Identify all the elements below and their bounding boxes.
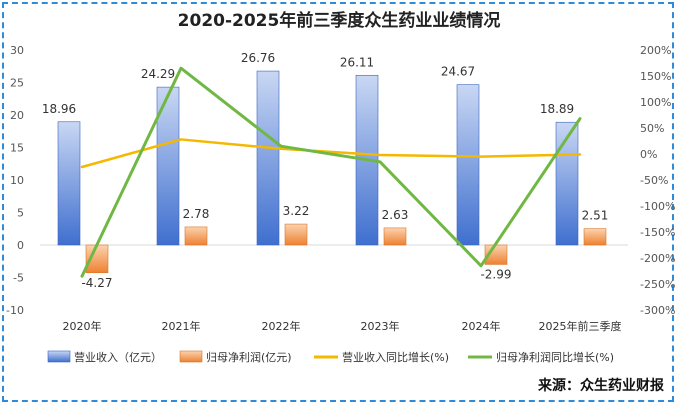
net-profit-label: 3.22	[283, 204, 310, 218]
legend-swatch	[179, 350, 203, 363]
left-tick-label: -5	[13, 272, 24, 285]
revenue-label: 24.29	[141, 67, 175, 81]
line-series	[80, 66, 582, 278]
right-axis: 200% 150% 100% 50% 0% -50% -100% -150% -200% -250…	[640, 44, 675, 317]
left-tick-label: 10	[10, 174, 24, 187]
right-tick-label: -50%	[640, 174, 668, 187]
source-note: 来源：众生药业财报	[537, 377, 664, 394]
category-label: 2023年	[361, 319, 400, 333]
right-tick-label: -250%	[640, 278, 675, 291]
revenue-bar	[156, 86, 180, 246]
legend-label: 营业收入（亿元）	[74, 350, 162, 364]
left-tick-label: 0	[17, 239, 24, 252]
left-tick-label: 30	[10, 44, 24, 57]
legend: 营业收入（亿元） 归母净利润(亿元) 营业收入同比增长(%) 归母净利润同比增长(%)	[47, 350, 614, 364]
net-profit-bar	[284, 223, 308, 246]
left-tick-label: 25	[10, 77, 24, 90]
revenue-label: 18.89	[540, 102, 574, 116]
legend-label: 归母净利润同比增长(%)	[496, 350, 614, 364]
revenue-bar	[57, 121, 81, 246]
legend-label: 营业收入同比增长(%)	[342, 350, 449, 364]
right-tick-label: -100%	[640, 200, 675, 213]
right-tick-label: 100%	[640, 96, 671, 109]
revenue-bar	[456, 84, 480, 246]
left-tick-label: 5	[17, 207, 24, 220]
category-label: 2022年	[262, 319, 301, 333]
category-labels: 2020年 2021年 2022年 2023年 2024年 2025年前三季度	[63, 319, 622, 333]
category-label: 2025年前三季度	[539, 319, 622, 333]
category-label: 2024年	[462, 319, 501, 333]
revenue-bar	[555, 121, 579, 246]
revenue-label: 18.96	[42, 102, 76, 116]
left-axis: 30 25 20 15 10 5 0 -5 -10	[6, 44, 628, 317]
category-label: 2020年	[63, 319, 102, 333]
category-label: 2021年	[162, 319, 201, 333]
revenue-label: 26.11	[340, 55, 374, 69]
right-tick-label: 200%	[640, 44, 671, 57]
left-tick-label: 20	[10, 109, 24, 122]
net-profit-bar	[184, 226, 208, 246]
right-tick-label: -150%	[640, 226, 675, 239]
net-profit-bar	[583, 228, 607, 246]
net-profit-label: 2.63	[382, 208, 409, 222]
net-profit-label: 2.78	[183, 207, 210, 221]
revenue-growth-line	[80, 138, 582, 169]
net-profit-label: -4.27	[81, 276, 112, 290]
chart-title: 2020-2025年前三季度众生药业业绩情况	[178, 10, 501, 31]
left-tick-label: -10	[6, 304, 24, 317]
data-labels: 18.96 -4.27 24.29 2.78 26.76 3.22 26.11 2.63 24.…	[42, 51, 609, 290]
left-tick-label: 15	[10, 142, 24, 155]
right-tick-label: -200%	[640, 252, 675, 265]
revenue-bar	[256, 70, 280, 246]
legend-swatch	[47, 350, 71, 363]
revenue-label: 26.76	[241, 51, 275, 65]
right-tick-label: 0%	[640, 148, 657, 161]
net-profit-bar	[383, 227, 407, 246]
legend-label: 归母净利润(亿元)	[206, 350, 292, 364]
net-profit-label: -2.99	[480, 267, 511, 281]
net-profit-growth-line	[80, 66, 582, 278]
revenue-label: 24.67	[441, 65, 475, 79]
right-tick-label: 50%	[640, 122, 664, 135]
net-profit-label: 2.51	[582, 209, 609, 223]
bar-series	[57, 70, 607, 274]
right-tick-label: 150%	[640, 70, 671, 83]
right-tick-label: -300%	[640, 304, 675, 317]
